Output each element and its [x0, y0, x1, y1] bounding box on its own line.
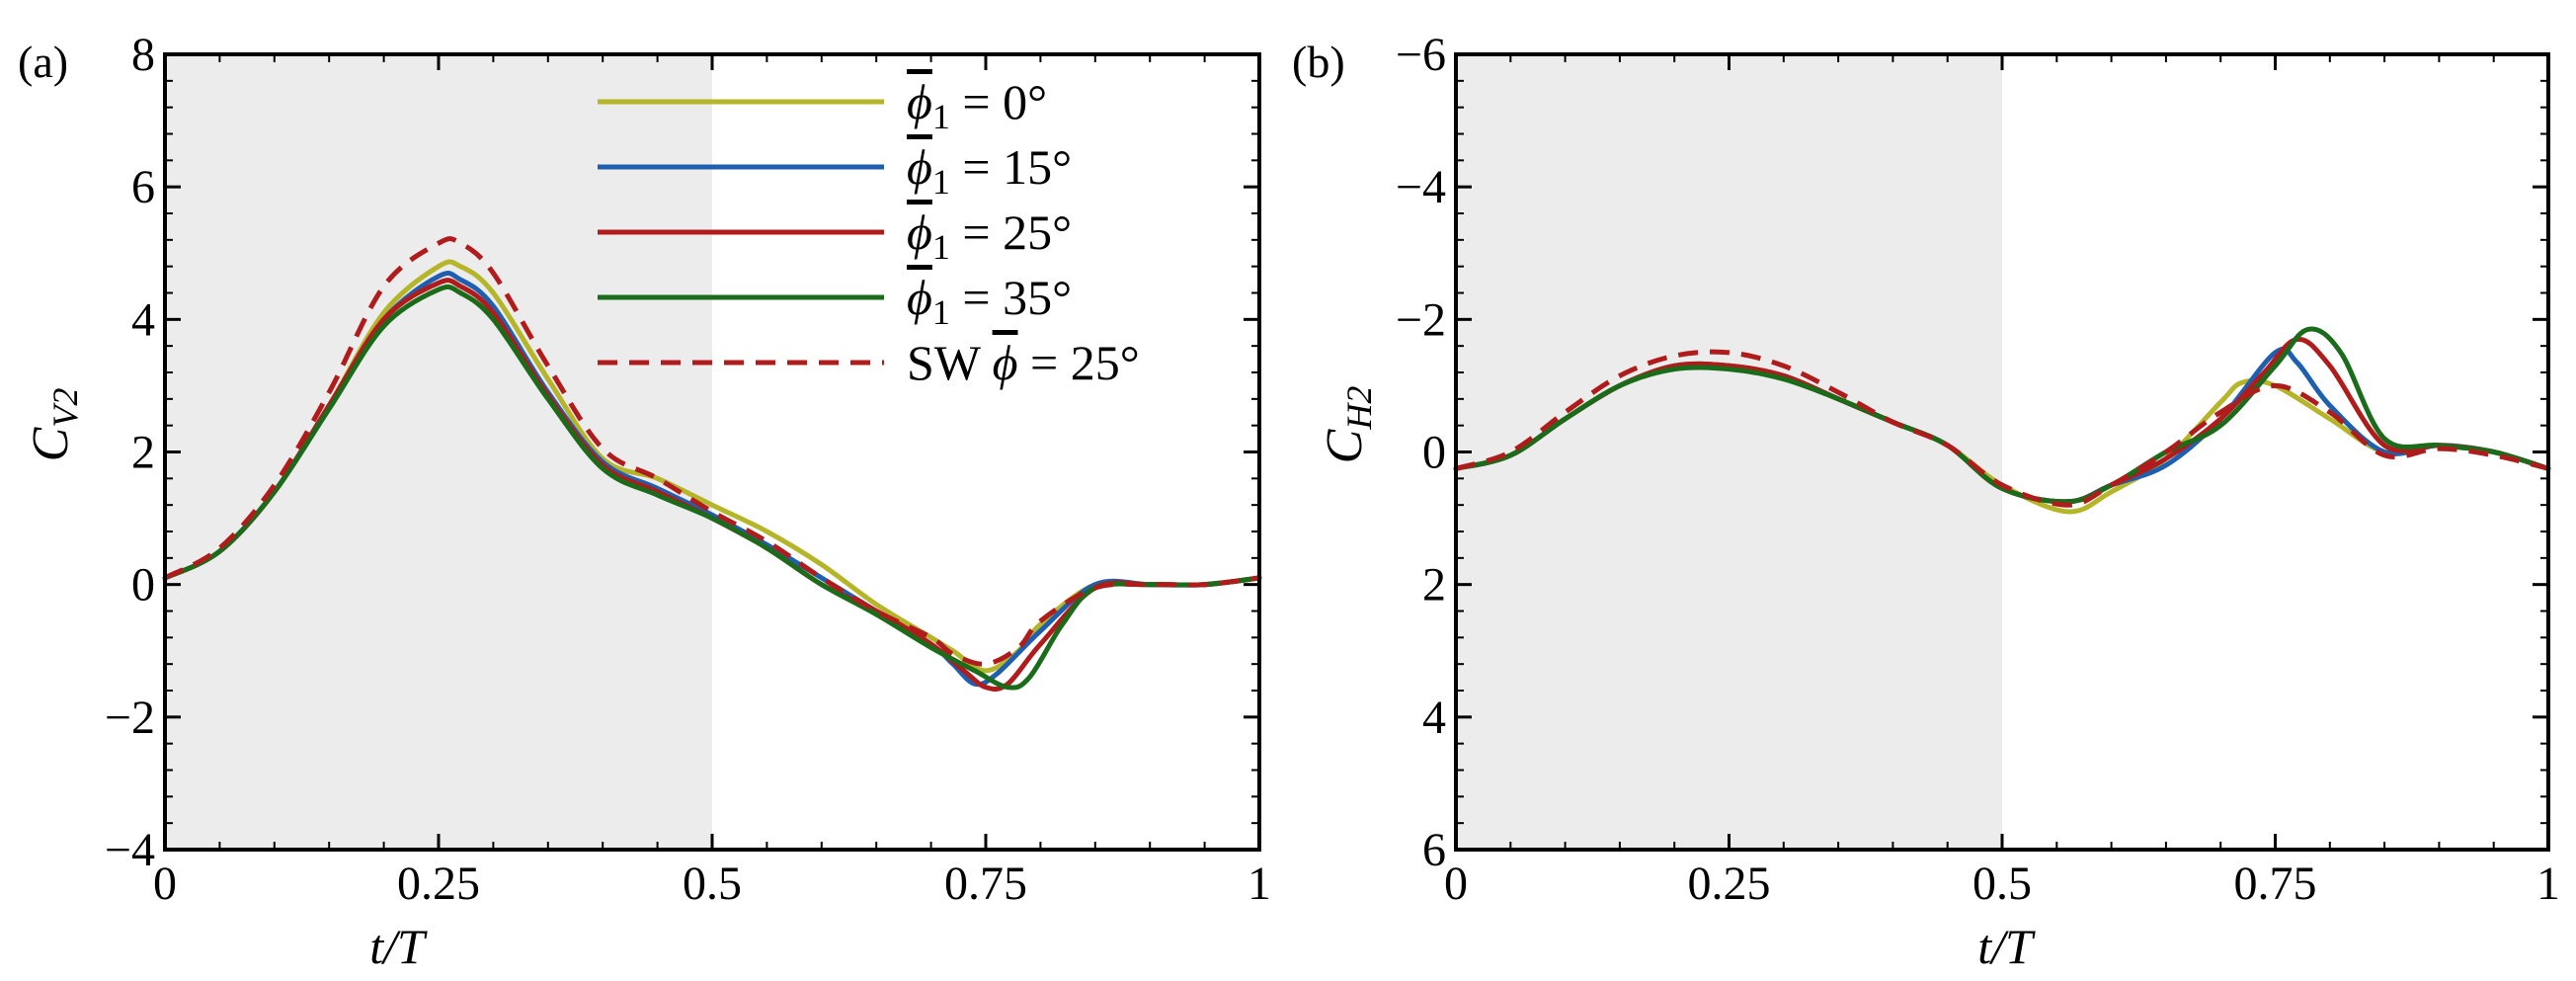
panel-a-y-label-sub: V2 — [45, 388, 85, 428]
y-tick-label: −4 — [105, 824, 155, 876]
legend-subscript: 1 — [932, 292, 950, 332]
x-tick-label: 1 — [2536, 858, 2560, 910]
x-tick-label: 0.25 — [1688, 858, 1771, 910]
y-tick-label: 6 — [131, 161, 155, 213]
panel-a-shaded-region — [165, 54, 712, 850]
legend-phi-symbol: ϕ — [907, 204, 932, 260]
series-line-5 — [163, 236, 1260, 667]
legend-subscript: 1 — [932, 97, 950, 136]
panel-b-ticks: 0 0.25 0.5 0.75 1 −6 −4 −2 0 2 4 6 — [1396, 29, 2560, 910]
y-tick-label: −2 — [105, 692, 155, 744]
x-tick-label: 0.75 — [2234, 858, 2317, 910]
x-tick-label: 0.5 — [1972, 858, 2032, 910]
legend-entry-5: SW ϕ = 25° — [907, 335, 1140, 390]
y-tick-label: 2 — [131, 427, 155, 479]
legend-phi-symbol: ϕ — [907, 270, 932, 325]
series-line-4 — [162, 284, 1262, 691]
panel-a-label: (a) — [18, 37, 68, 87]
legend-entry-4: ϕ1 = 35° — [907, 270, 1072, 332]
x-tick-label: 0.25 — [397, 858, 480, 910]
panel-a-y-axis-label: CV2 — [23, 388, 85, 462]
y-tick-label: −6 — [1396, 29, 1446, 81]
series-line-5 — [1455, 349, 2549, 508]
legend-subscript: 1 — [932, 162, 950, 202]
y-tick-label: 0 — [131, 559, 155, 612]
panel-b-y-label-main: C — [1317, 428, 1373, 463]
legend: ϕ1 = 0°ϕ1 = 15°ϕ1 = 25°ϕ1 = 35°SW ϕ = 25… — [598, 74, 1140, 390]
legend-value: = 25° — [950, 204, 1072, 260]
legend-entry-1: ϕ1 = 0° — [907, 74, 1047, 136]
y-tick-label: 4 — [1422, 692, 1446, 744]
y-tick-label: −4 — [1396, 161, 1446, 213]
legend-entry-3: ϕ1 = 25° — [907, 204, 1072, 267]
y-tick-label: 6 — [1422, 824, 1446, 876]
x-tick-label: 1 — [1248, 858, 1271, 910]
legend-value: = 25° — [1018, 335, 1140, 390]
y-tick-label: 4 — [131, 293, 155, 346]
panel-a-y-label-main: C — [23, 426, 79, 461]
x-tick-label: 0.75 — [944, 858, 1027, 910]
panel-b-shaded-region — [1456, 54, 2002, 850]
panel-b-label: (b) — [1292, 37, 1345, 87]
y-tick-label: 0 — [1422, 427, 1446, 479]
y-tick-label: −2 — [1396, 293, 1446, 346]
panel-b-chart: 0 0.25 0.5 0.75 1 −6 −4 −2 0 2 4 6 (b) t/T CH2 — [1292, 29, 2560, 974]
legend-phi-symbol: ϕ — [907, 139, 932, 195]
y-tick-label: 8 — [131, 29, 155, 81]
legend-prefix: SW — [907, 335, 993, 390]
panel-a-series-group — [162, 236, 1262, 693]
x-tick-label: 0.5 — [683, 858, 742, 910]
panel-b-y-label-sub: H2 — [1339, 386, 1379, 431]
x-tick-label: 0 — [1444, 858, 1468, 910]
panel-a-ticks: 0 0.25 0.5 0.75 1 −4 −2 0 2 4 6 8 — [105, 29, 1271, 910]
panel-a-x-axis-label: t/T — [369, 919, 428, 974]
series-line-4 — [1453, 326, 2551, 505]
panel-b-y-axis-label: CH2 — [1317, 386, 1379, 464]
legend-phi-symbol: ϕ — [907, 74, 932, 129]
y-tick-label: 2 — [1422, 559, 1446, 612]
x-tick-label: 0 — [153, 858, 177, 910]
legend-subscript: 1 — [932, 227, 950, 267]
panel-b-series-group — [1453, 326, 2551, 515]
panel-b-x-axis-label: t/T — [1977, 919, 2036, 974]
legend-value: = 0° — [950, 74, 1047, 129]
legend-entry-2: ϕ1 = 15° — [907, 139, 1072, 202]
legend-phi-symbol: ϕ — [993, 335, 1018, 390]
legend-value: = 35° — [950, 270, 1072, 325]
legend-value: = 15° — [950, 139, 1072, 195]
